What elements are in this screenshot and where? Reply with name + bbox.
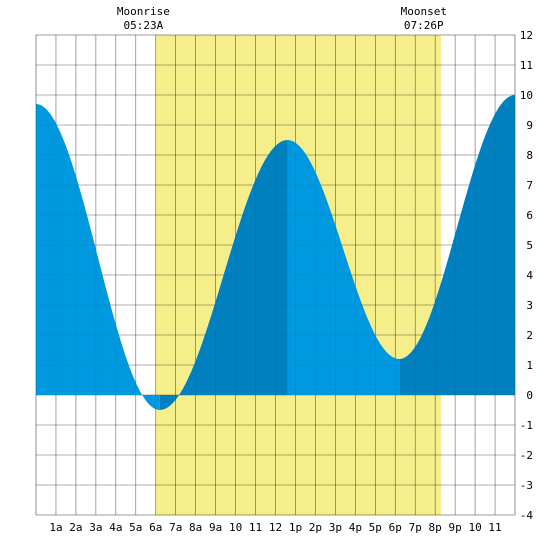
y-tick-label: 11	[520, 59, 533, 72]
y-tick-label: 9	[526, 119, 533, 132]
y-tick-label: -4	[520, 509, 534, 522]
x-tick-label: 7a	[169, 521, 182, 534]
y-tick-label: 7	[526, 179, 533, 192]
rising-tide-segment	[399, 95, 515, 395]
x-tick-label: 5p	[369, 521, 382, 534]
x-tick-label: 4a	[109, 521, 122, 534]
rising-tide-segment	[159, 140, 288, 410]
plot-frame	[35, 34, 516, 516]
y-tick-label: -2	[520, 449, 533, 462]
x-tick-label: 1a	[49, 521, 62, 534]
x-tick-label: 6p	[389, 521, 402, 534]
x-tick-label: 8p	[429, 521, 442, 534]
x-tick-label: 9a	[209, 521, 222, 534]
x-tick-label: 11	[488, 521, 501, 534]
x-tick-label: 10	[468, 521, 481, 534]
x-tick-label: 3a	[89, 521, 102, 534]
falling-tide-segment	[36, 104, 160, 410]
x-tick-label: 11	[249, 521, 262, 534]
y-tick-label: 0	[526, 389, 533, 402]
y-tick-label: 2	[526, 329, 533, 342]
x-tick-label: 9p	[449, 521, 462, 534]
x-tick-label: 5a	[129, 521, 142, 534]
y-tick-label: 1	[526, 359, 533, 372]
moon-event-name: Moonrise	[117, 5, 170, 18]
moon-event-name: Moonset	[401, 5, 447, 18]
moon-event-time: 05:23A	[124, 19, 164, 32]
x-tick-label: 7p	[409, 521, 422, 534]
falling-tide-segment	[287, 140, 400, 395]
x-tick-label: 12	[269, 521, 282, 534]
x-tick-label: 10	[229, 521, 242, 534]
moon-event-time: 07:26P	[404, 19, 444, 32]
y-tick-label: 4	[526, 269, 533, 282]
y-tick-label: 8	[526, 149, 533, 162]
y-tick-label: 5	[526, 239, 533, 252]
x-tick-label: 2p	[309, 521, 322, 534]
x-tick-label: 2a	[69, 521, 82, 534]
x-tick-label: 1p	[289, 521, 302, 534]
y-tick-label: 6	[526, 209, 533, 222]
y-tick-label: -3	[520, 479, 533, 492]
x-tick-label: 8a	[189, 521, 202, 534]
y-tick-label: -1	[520, 419, 533, 432]
y-tick-label: 3	[526, 299, 533, 312]
x-tick-label: 6a	[149, 521, 162, 534]
y-tick-label: 10	[520, 89, 533, 102]
y-tick-label: 12	[520, 29, 533, 42]
x-tick-label: 3p	[329, 521, 342, 534]
x-tick-label: 4p	[349, 521, 362, 534]
